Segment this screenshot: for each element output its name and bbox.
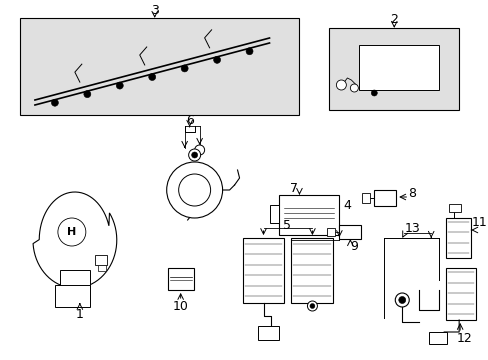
Circle shape (83, 91, 91, 98)
Circle shape (194, 145, 204, 155)
Circle shape (181, 65, 188, 72)
Circle shape (188, 149, 200, 161)
Bar (339, 225, 361, 239)
Text: 1: 1 (76, 309, 83, 321)
Text: 6: 6 (185, 113, 193, 126)
Bar (448, 204, 460, 212)
Bar (257, 326, 279, 340)
Bar (279, 195, 339, 235)
Circle shape (349, 84, 358, 92)
Circle shape (309, 303, 314, 309)
Bar (20, 18, 299, 115)
Text: 8: 8 (407, 186, 415, 199)
Text: 9: 9 (350, 239, 358, 252)
Text: 12: 12 (455, 332, 471, 345)
Circle shape (398, 297, 405, 303)
Bar (362, 193, 369, 203)
Bar (373, 190, 395, 206)
Circle shape (370, 90, 377, 96)
Text: 10: 10 (172, 300, 188, 312)
Bar (242, 238, 284, 303)
Bar (327, 228, 335, 236)
Circle shape (191, 152, 197, 158)
Circle shape (394, 293, 408, 307)
Circle shape (166, 162, 222, 218)
Text: 11: 11 (470, 216, 486, 229)
Bar (291, 238, 333, 303)
Circle shape (307, 301, 317, 311)
Circle shape (58, 218, 86, 246)
Text: 4: 4 (343, 198, 350, 212)
Text: 2: 2 (389, 13, 397, 26)
Bar (95, 255, 106, 265)
Circle shape (178, 174, 210, 206)
Text: 3: 3 (150, 4, 158, 17)
Bar (98, 265, 105, 271)
Bar (445, 268, 475, 320)
Bar (445, 218, 470, 258)
Bar (269, 205, 279, 223)
Text: 13: 13 (404, 221, 419, 234)
Circle shape (213, 57, 220, 63)
Polygon shape (33, 192, 117, 288)
Text: H: H (67, 227, 76, 237)
Text: 7: 7 (290, 181, 298, 194)
Circle shape (51, 99, 58, 106)
Bar (329, 28, 458, 110)
Bar (167, 268, 193, 290)
Text: 5: 5 (283, 219, 291, 231)
Bar (428, 332, 446, 344)
Bar (55, 285, 90, 307)
Circle shape (116, 82, 123, 89)
Bar (359, 45, 438, 90)
Circle shape (245, 48, 252, 55)
Bar (60, 270, 90, 288)
Circle shape (148, 73, 155, 81)
Circle shape (336, 80, 346, 90)
